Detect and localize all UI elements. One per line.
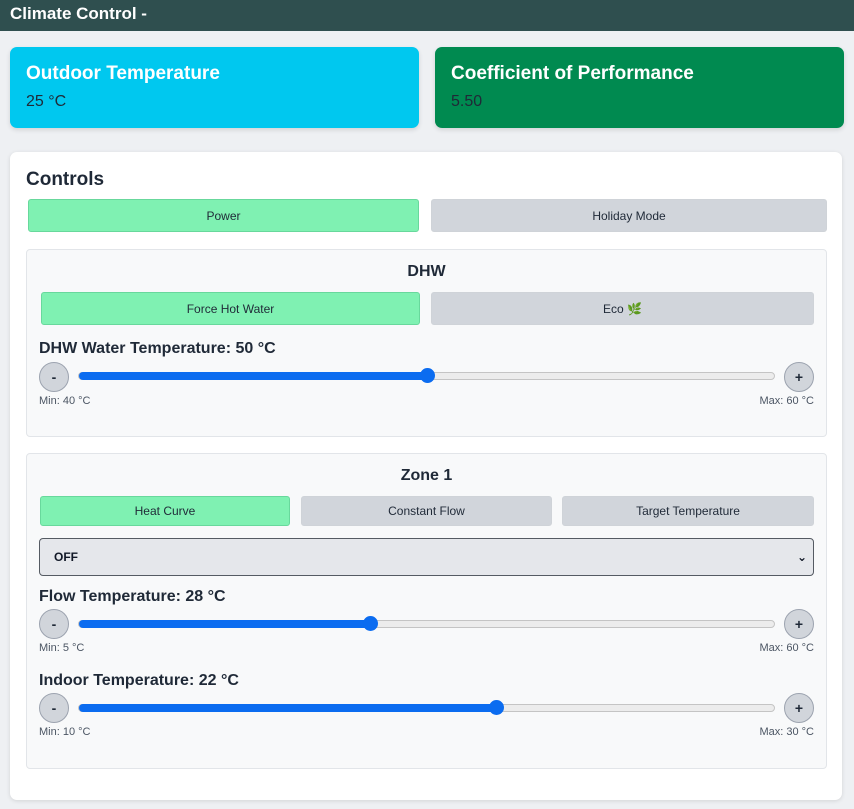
target-temperature-button[interactable]: Target Temperature [562,496,814,526]
select-value: OFF [54,550,78,564]
dhw-increase-button[interactable]: + [784,362,814,392]
controls-panel: Controls Power Holiday Mode DHW Force Ho… [10,152,842,800]
cop-card: Coefficient of Performance 5.50 [435,47,844,128]
indoor-increase-button[interactable]: + [784,693,814,723]
flow-max-label: Max: 60 °C [759,642,814,654]
slider-thumb[interactable] [362,616,378,631]
controls-title: Controls [26,169,105,190]
indoor-min-label: Min: 10 °C [39,726,91,738]
dhw-section: DHW Force Hot Water Eco 🌿 DHW Water Temp… [26,249,827,437]
dhw-decrease-button[interactable]: - [39,362,69,392]
indoor-decrease-button[interactable]: - [39,693,69,723]
indoor-temperature-slider[interactable] [78,700,775,715]
slider-fill [79,372,427,380]
flow-decrease-button[interactable]: - [39,609,69,639]
zone1-mode-select[interactable]: OFF ⌄ [39,538,814,576]
chevron-down-icon: ⌄ [796,550,807,564]
outdoor-temperature-title: Outdoor Temperature [26,63,220,84]
indoor-max-label: Max: 30 °C [759,726,814,738]
heat-curve-button[interactable]: Heat Curve [40,496,290,526]
zone1-section: Zone 1 Heat Curve Constant Flow Target T… [26,453,827,769]
force-hot-water-button[interactable]: Force Hot Water [41,292,420,325]
dhw-temperature-label: DHW Water Temperature: 50 °C [39,340,276,357]
slider-fill [79,620,370,628]
slider-thumb[interactable] [419,368,435,383]
cop-value: 5.50 [451,93,483,110]
flow-temperature-slider[interactable] [78,616,775,631]
cop-title: Coefficient of Performance [451,63,694,84]
eco-button[interactable]: Eco 🌿 [431,292,814,325]
holiday-mode-button[interactable]: Holiday Mode [431,199,827,232]
flow-increase-button[interactable]: + [784,609,814,639]
flow-temperature-label: Flow Temperature: 28 °C [39,588,226,605]
app-title: Climate Control - [10,4,147,23]
power-button[interactable]: Power [28,199,419,232]
dhw-min-label: Min: 40 °C [39,395,91,407]
dhw-title: DHW [407,263,446,280]
slider-fill [79,704,496,712]
dhw-temperature-slider[interactable] [78,368,775,383]
dhw-max-label: Max: 60 °C [759,395,814,407]
indoor-temperature-label: Indoor Temperature: 22 °C [39,672,239,689]
slider-thumb[interactable] [489,700,504,715]
outdoor-temperature-value: 25 °C [26,93,67,110]
outdoor-temperature-card: Outdoor Temperature 25 °C [10,47,419,128]
status-cards: Outdoor Temperature 25 °C Coefficient of… [10,47,844,128]
app-header: Climate Control - [0,0,854,31]
constant-flow-button[interactable]: Constant Flow [301,496,552,526]
flow-min-label: Min: 5 °C [39,642,85,654]
zone1-title: Zone 1 [400,467,453,484]
